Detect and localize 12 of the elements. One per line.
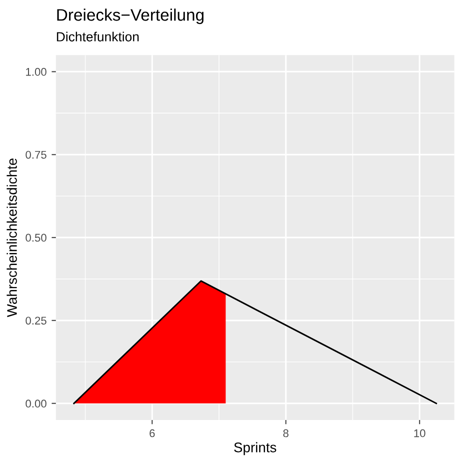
y-tick-label: 0.75 bbox=[26, 150, 46, 159]
chart-subtitle: Dichtefunktion bbox=[56, 32, 139, 42]
chart-title: Dreiecks−Verteilung bbox=[57, 8, 204, 24]
x-axis-title: Sprints bbox=[234, 442, 276, 456]
y-tick-label: 0.50 bbox=[26, 234, 46, 242]
y-axis-title: Wahrscheinlichkeitsdichte bbox=[6, 158, 17, 318]
y-tick-label: 1.00 bbox=[26, 68, 46, 76]
y-tick-label: 0.25 bbox=[26, 316, 46, 325]
x-tick-label: 10 bbox=[414, 429, 426, 438]
y-tick-label: 0.00 bbox=[26, 400, 46, 408]
x-tick-label: 8 bbox=[283, 429, 288, 438]
x-tick-label: 6 bbox=[150, 429, 155, 438]
